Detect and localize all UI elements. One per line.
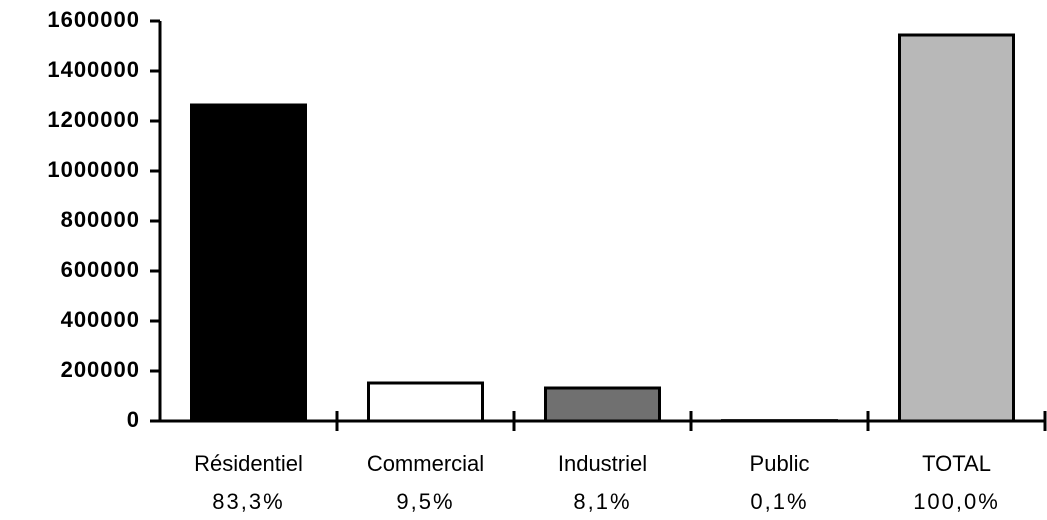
y-tick-label: 1000000	[47, 157, 140, 182]
bar	[367, 381, 484, 423]
y-tick-label: 200000	[61, 357, 140, 382]
bar	[190, 103, 307, 423]
y-tick-label: 1600000	[47, 7, 140, 32]
y-tick-label: 400000	[61, 307, 140, 332]
x-tick-label: Commercial	[367, 451, 484, 476]
percentage-label: 9,5%	[396, 489, 454, 514]
y-tick-label: 0	[127, 407, 140, 432]
bar	[544, 386, 661, 423]
x-tick-label: Public	[750, 451, 810, 476]
percentage-label: 100,0%	[913, 489, 1000, 514]
y-tick-label: 1200000	[47, 107, 140, 132]
x-tick-label: Résidentiel	[194, 451, 303, 476]
x-tick-label: TOTAL	[922, 451, 991, 476]
percentage-label: 0,1%	[750, 489, 808, 514]
x-tick-label: Industriel	[558, 451, 647, 476]
y-tick-label: 800000	[61, 207, 140, 232]
bar	[898, 33, 1015, 423]
y-tick-label: 600000	[61, 257, 140, 282]
percentage-label: 8,1%	[573, 489, 631, 514]
y-tick-label: 1400000	[47, 57, 140, 82]
percentage-label: 83,3%	[212, 489, 284, 514]
